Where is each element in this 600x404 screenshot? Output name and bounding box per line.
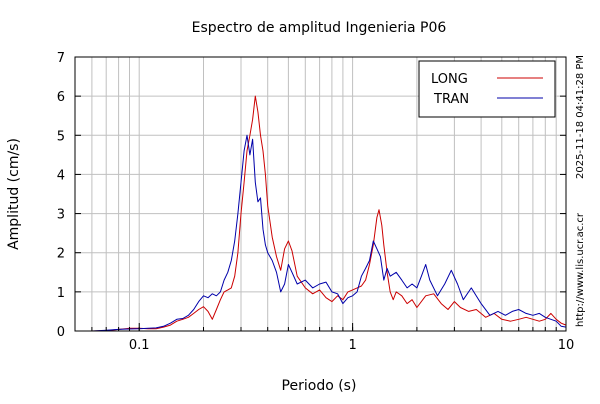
y-tick-label: 2 — [57, 247, 65, 262]
legend-label-long: LONG — [431, 72, 468, 87]
y-tick-label: 1 — [57, 286, 65, 301]
series-line-long — [75, 95, 567, 332]
series-line-tran — [75, 134, 567, 332]
axes: 0.1 1 10 0 1 2 3 4 5 6 7 — [57, 51, 575, 353]
y-tick-label: 5 — [57, 129, 65, 144]
y-tick-label: 6 — [57, 90, 65, 105]
y-axis-label: Amplitud (cm/s) — [6, 138, 22, 250]
timestamp-text: 2025-11-18 04:41:28 PM — [575, 55, 586, 179]
x-tick-label: 1 — [348, 338, 356, 353]
y-tick-label: 7 — [57, 51, 65, 66]
y-tick-label: 3 — [57, 208, 65, 223]
x-axis-label: Periodo (s) — [282, 378, 357, 394]
series-group — [75, 95, 567, 332]
chart-title: Espectro de amplitud Ingenieria P06 — [192, 20, 447, 36]
legend-box — [418, 60, 556, 118]
legend: LONG TRAN — [418, 60, 556, 118]
plot-frame — [74, 56, 567, 332]
y-tick-label: 4 — [57, 168, 65, 183]
x-tick-label: 0.1 — [129, 338, 150, 353]
x-tick-label: 10 — [558, 338, 575, 353]
y-tick-label: 0 — [57, 325, 65, 340]
source-url-text: http://www.lis.ucr.ac.cr — [575, 212, 586, 327]
legend-label-tran: TRAN — [433, 92, 469, 107]
